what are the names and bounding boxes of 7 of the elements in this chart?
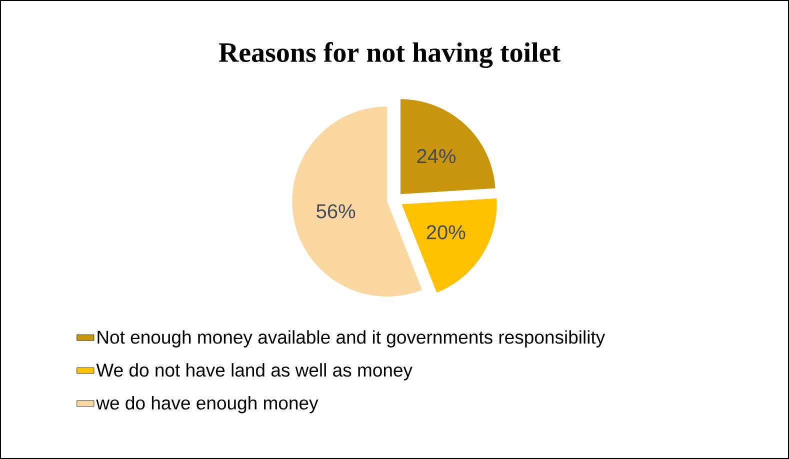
chart-title: Reasons for not having toilet — [218, 42, 560, 68]
legend-label: we do have enough money — [96, 396, 318, 414]
data-label: 24% — [417, 149, 456, 164]
legend-label: We do not have land as well as money — [96, 363, 412, 380]
data-label: 56% — [316, 204, 356, 218]
data-label: 20% — [426, 225, 466, 240]
legend-label: Not enough money available and it governments responsibility — [98, 330, 606, 348]
